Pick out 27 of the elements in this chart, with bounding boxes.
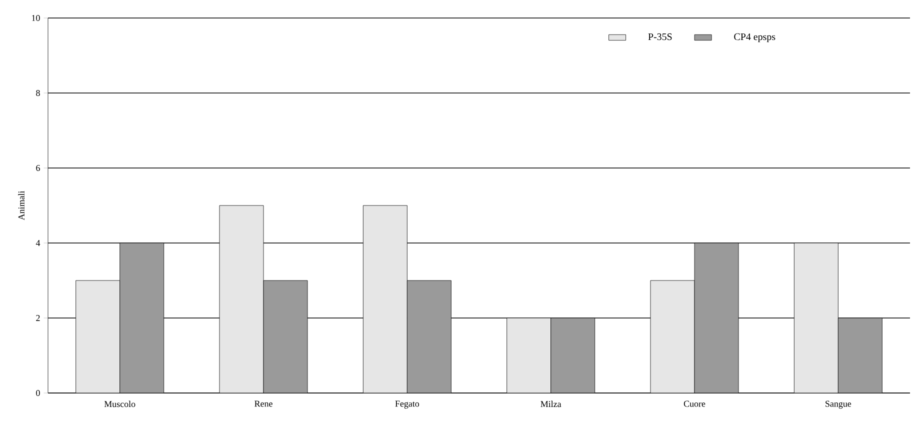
x-tick-label: Rene: [254, 400, 272, 407]
bar: [650, 280, 695, 393]
x-tick-label: Sangue: [826, 400, 852, 409]
y-tick-label: 8: [36, 90, 40, 96]
bar: [363, 205, 408, 393]
x-tick-label: Cuore: [684, 400, 706, 407]
bar: [794, 242, 838, 393]
bar: [220, 205, 264, 393]
bar: [264, 280, 308, 393]
bar: [550, 318, 595, 393]
y-axis-title: Animali: [18, 190, 24, 220]
y-tick-label: 2: [36, 315, 40, 321]
bar: [120, 242, 164, 393]
bar: [694, 242, 739, 393]
x-tick-label: Fegato: [395, 400, 420, 409]
bar: [506, 318, 551, 393]
x-tick-label: Muscolo: [104, 400, 136, 408]
bar: [838, 318, 882, 393]
bar: [407, 280, 452, 393]
legend-label: CP4 epsps: [734, 33, 776, 42]
legend-label: P-35S: [648, 33, 672, 40]
y-tick-label: 6: [36, 164, 40, 172]
y-tick-label: 10: [32, 14, 40, 22]
bar: [76, 280, 120, 393]
y-tick-label: 4: [36, 240, 40, 246]
x-tick-label: Milza: [540, 400, 562, 408]
y-tick-label: 0: [36, 390, 40, 396]
